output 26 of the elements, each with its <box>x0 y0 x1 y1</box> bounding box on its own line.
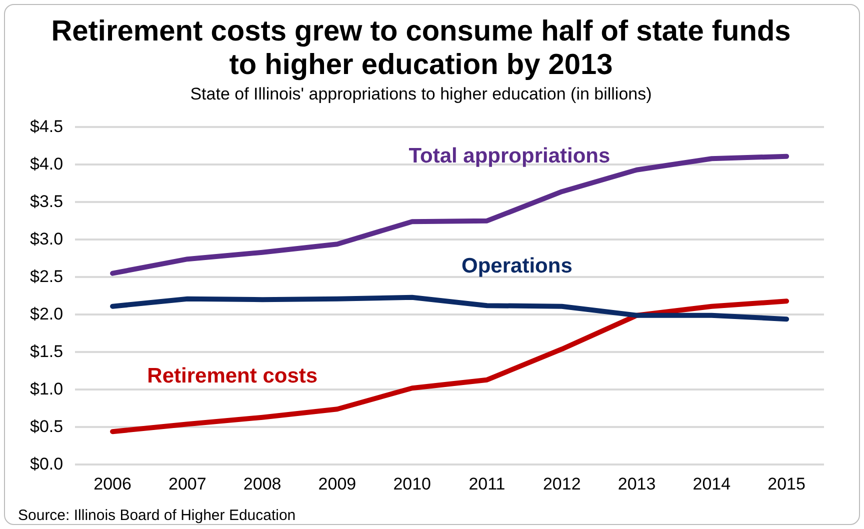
y-tick-label: $1.0 <box>30 379 64 398</box>
y-tick-label: $2.5 <box>30 266 64 286</box>
series-label: Retirement costs <box>147 364 318 388</box>
y-tick-label: $4.5 <box>30 116 64 136</box>
y-tick-label: $0.0 <box>30 454 64 474</box>
x-tick-label: 2006 <box>94 474 132 494</box>
x-tick-label: 2011 <box>468 474 506 494</box>
y-tick-label: $0.5 <box>30 416 64 436</box>
series-label: Operations <box>462 254 572 278</box>
y-tick-label: $3.5 <box>30 192 64 211</box>
x-tick-label: 2010 <box>393 474 432 494</box>
x-tick-label: 2013 <box>618 474 656 494</box>
series-label: Total appropriations <box>408 144 610 168</box>
x-tick-label: 2014 <box>692 474 731 494</box>
x-tick-label: 2015 <box>768 474 806 494</box>
y-tick-label: $4.0 <box>30 154 64 174</box>
y-tick-label: $3.0 <box>30 229 64 248</box>
y-tick-label: $1.5 <box>30 342 64 361</box>
source-note: Source: Illinois Board of Higher Education <box>18 507 296 524</box>
x-tick-label: 2012 <box>542 474 581 494</box>
x-tick-label: 2009 <box>318 474 356 494</box>
x-tick-label: 2007 <box>168 474 206 494</box>
chart-title: Retirement costs grew to consume half of state funds to higher education by 2013 <box>51 16 791 82</box>
chart-subtitle: State of Illinois' appropriations to higher education (in billions) <box>190 84 652 104</box>
x-tick-label: 2008 <box>243 474 282 494</box>
y-tick-label: $2.0 <box>30 304 64 324</box>
